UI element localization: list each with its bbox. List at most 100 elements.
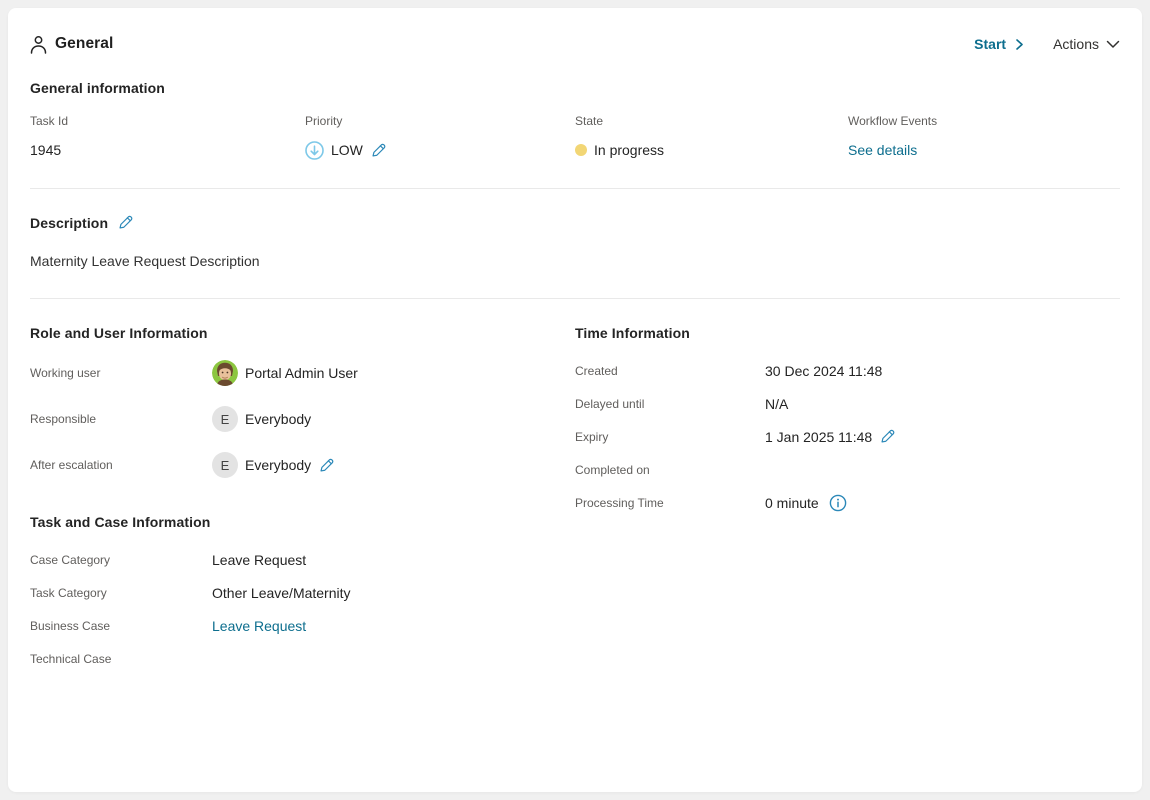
start-label: Start: [974, 36, 1007, 52]
task-category-row: Task Category Other Leave/Maternity: [30, 576, 575, 609]
description-section: Description Maternity Leave Request Desc…: [30, 214, 1120, 270]
processing-time-row: Processing Time 0 minute: [575, 486, 1120, 519]
responsible-row: Responsible E Everybody: [30, 396, 575, 442]
role-user-section: Role and User Information Working user: [30, 325, 575, 488]
expiry-row: Expiry 1 Jan 2025 11:48: [575, 420, 1120, 453]
right-column: Time Information Created 30 Dec 2024 11:…: [575, 325, 1120, 519]
technical-case-label: Technical Case: [30, 651, 112, 666]
completed-on-row: Completed on: [575, 453, 1120, 486]
technical-case-row: Technical Case: [30, 642, 575, 675]
created-value: 30 Dec 2024 11:48: [765, 362, 883, 379]
processing-time-value-row: 0 minute: [765, 493, 847, 513]
processing-time-value: 0 minute: [765, 494, 819, 511]
page-title-wrap: General: [30, 35, 113, 54]
general-fields-grid: Task Id 1945 Priority LOW: [30, 114, 1120, 160]
description-text: Maternity Leave Request Description: [30, 253, 260, 269]
expiry-value: 1 Jan 2025 11:48: [765, 428, 873, 445]
task-case-rows: Case Category Leave Request Task Categor…: [30, 543, 575, 675]
processing-time-label: Processing Time: [575, 495, 664, 510]
business-case-label: Business Case: [30, 618, 111, 633]
role-user-rows: Working user: [30, 350, 575, 488]
edit-description-button[interactable]: [117, 214, 134, 231]
responsible-name: Everybody: [245, 411, 312, 427]
working-user-name: Portal Admin User: [245, 365, 358, 381]
task-category-value: Other Leave/Maternity: [212, 584, 351, 601]
priority-value: LOW: [331, 142, 363, 158]
field-task-id: Task Id 1945: [30, 114, 305, 160]
edit-pencil-icon: [879, 428, 896, 445]
actions-menu-button[interactable]: Actions: [1053, 36, 1120, 52]
user-photo-avatar: [212, 360, 238, 386]
working-user-row: Working user: [30, 350, 575, 396]
time-information-rows: Created 30 Dec 2024 11:48 Delayed until …: [575, 354, 1120, 519]
expiry-value-row: 1 Jan 2025 11:48: [765, 427, 896, 447]
business-case-link[interactable]: Leave Request: [212, 617, 307, 634]
field-priority: Priority LOW: [305, 114, 575, 160]
task-case-section: Task and Case Information Case Category …: [30, 514, 575, 675]
description-heading-row: Description: [30, 214, 1120, 231]
working-user-value: Portal Admin User: [212, 360, 358, 386]
case-category-label: Case Category: [30, 552, 111, 567]
section-divider: [30, 298, 1120, 299]
info-icon: [829, 494, 847, 512]
time-information-section: Time Information Created 30 Dec 2024 11:…: [575, 325, 1120, 519]
task-id-label: Task Id: [30, 114, 69, 128]
created-label: Created: [575, 363, 618, 378]
after-escalation-row: After escalation E Everybody: [30, 442, 575, 488]
edit-after-escalation-button[interactable]: [318, 457, 335, 474]
role-user-heading: Role and User Information: [30, 325, 208, 341]
edit-pencil-icon: [370, 142, 387, 159]
person-icon: [30, 35, 47, 54]
processing-time-info-button[interactable]: [826, 494, 847, 512]
priority-label: Priority: [305, 114, 343, 128]
created-row: Created 30 Dec 2024 11:48: [575, 354, 1120, 387]
priority-value-row: LOW: [305, 140, 575, 160]
expiry-label: Expiry: [575, 429, 609, 444]
state-label: State: [575, 114, 604, 128]
section-divider: [30, 188, 1120, 189]
delayed-until-row: Delayed until N/A: [575, 387, 1120, 420]
workflow-events-value-row: See details: [848, 140, 1120, 160]
initial-avatar: E: [212, 406, 238, 432]
general-information-section: General information Task Id 1945 Priorit…: [30, 80, 1120, 160]
initial-avatar: E: [212, 452, 238, 478]
status-dot: [575, 144, 587, 156]
responsible-label: Responsible: [30, 412, 97, 426]
task-detail-card: General Start Actions: [8, 8, 1142, 792]
chevron-right-icon: [1013, 38, 1025, 51]
card-header: General Start Actions: [30, 32, 1120, 56]
left-column: Role and User Information Working user: [30, 325, 575, 675]
page-title: General: [55, 35, 114, 52]
business-case-row: Business Case Leave Request: [30, 609, 575, 642]
after-escalation-label: After escalation: [30, 458, 113, 472]
task-category-label: Task Category: [30, 585, 107, 600]
after-escalation-name: Everybody: [245, 457, 312, 473]
state-value-row: In progress: [575, 140, 848, 160]
header-actions: Start Actions: [974, 36, 1120, 52]
task-case-heading: Task and Case Information: [30, 514, 211, 530]
workflow-events-label: Workflow Events: [848, 114, 938, 128]
task-id-value: 1945: [30, 142, 62, 158]
case-category-value: Leave Request: [212, 551, 307, 568]
edit-pencil-icon: [117, 214, 134, 231]
priority-low-arrow-down-icon: [305, 140, 324, 160]
field-workflow-events: Workflow Events See details: [848, 114, 1120, 160]
general-information-heading: General information: [30, 80, 165, 96]
edit-expiry-button[interactable]: [879, 428, 896, 445]
field-state: State In progress: [575, 114, 848, 160]
see-details-link[interactable]: See details: [848, 142, 918, 158]
business-case-value: Leave Request: [212, 616, 306, 636]
chevron-down-icon: [1106, 40, 1120, 49]
start-button[interactable]: Start: [974, 36, 1025, 52]
delayed-until-value: N/A: [765, 395, 789, 412]
completed-on-label: Completed on: [575, 462, 650, 477]
delayed-until-label: Delayed until: [575, 396, 645, 411]
time-information-heading: Time Information: [575, 325, 690, 341]
working-user-label: Working user: [30, 366, 101, 380]
after-escalation-value: E Everybody: [212, 452, 335, 478]
description-heading: Description: [30, 214, 109, 231]
case-category-row: Case Category Leave Request: [30, 543, 575, 576]
edit-pencil-icon: [318, 457, 335, 474]
edit-priority-button[interactable]: [370, 142, 387, 159]
actions-label: Actions: [1053, 36, 1099, 52]
